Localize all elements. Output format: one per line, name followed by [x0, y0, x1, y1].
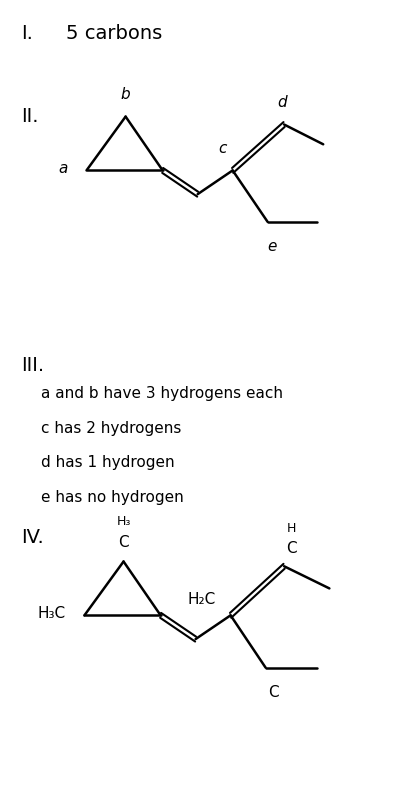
Text: a: a: [59, 162, 68, 176]
Text: H₃C: H₃C: [38, 606, 66, 622]
Text: d has 1 hydrogen: d has 1 hydrogen: [41, 455, 175, 470]
Text: IV.: IV.: [21, 528, 43, 547]
Text: III.: III.: [21, 357, 44, 375]
Text: c has 2 hydrogens: c has 2 hydrogens: [41, 421, 181, 435]
Text: H₂C: H₂C: [187, 592, 215, 607]
Text: 5 carbons: 5 carbons: [66, 24, 162, 43]
Text: b: b: [121, 87, 131, 102]
Text: e: e: [267, 239, 276, 254]
Text: I.: I.: [21, 24, 32, 43]
Text: e has no hydrogen: e has no hydrogen: [41, 490, 184, 506]
Text: C: C: [118, 535, 129, 550]
Text: II.: II.: [21, 107, 38, 126]
Text: H: H: [287, 522, 296, 534]
Text: C: C: [286, 541, 297, 556]
Text: c: c: [218, 141, 227, 156]
Text: d: d: [277, 95, 287, 110]
Text: H₃: H₃: [116, 515, 131, 528]
Text: a and b have 3 hydrogens each: a and b have 3 hydrogens each: [41, 386, 283, 401]
Text: C: C: [268, 685, 279, 700]
